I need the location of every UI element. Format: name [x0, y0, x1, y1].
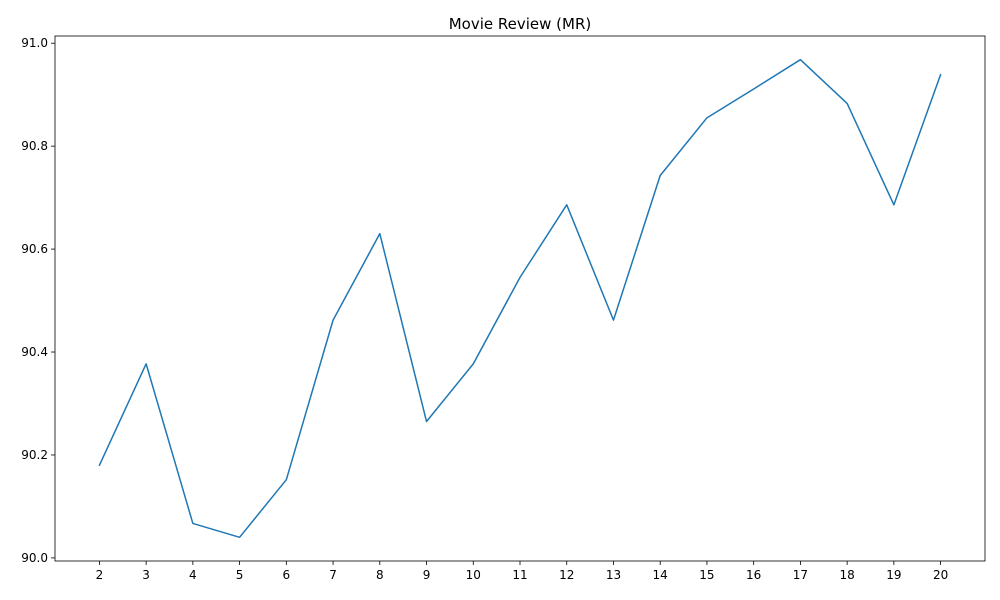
chart-title: Movie Review (MR) [449, 15, 592, 33]
y-axis: 90.0 90.2 90.4 90.6 90.8 91.0 [21, 36, 55, 565]
x-tick-label: 9 [423, 568, 431, 582]
x-tick-label: 3 [142, 568, 150, 582]
series-layer [98, 58, 942, 539]
x-axis: 2 3 4 5 6 7 8 9 10 11 12 13 14 15 16 17 18 19 20 [96, 561, 948, 582]
x-tick-label: 19 [886, 568, 901, 582]
x-tick-label: 12 [559, 568, 574, 582]
y-tick-label: 90.2 [21, 448, 48, 462]
x-tick-label: 18 [839, 568, 854, 582]
y-tick-label: 90.8 [21, 139, 48, 153]
y-tick-label: 91.0 [21, 36, 48, 50]
x-tick-label: 14 [653, 568, 668, 582]
x-tick-label: 17 [793, 568, 808, 582]
x-tick-label: 11 [512, 568, 527, 582]
x-tick-label: 15 [699, 568, 714, 582]
y-tick-label: 90.0 [21, 551, 48, 565]
x-tick-label: 13 [606, 568, 621, 582]
x-tick-label: 10 [466, 568, 481, 582]
plot-frame [54, 35, 986, 562]
x-tick-label: 20 [933, 568, 948, 582]
x-tick-label: 2 [96, 568, 104, 582]
y-tick-label: 90.6 [21, 242, 48, 256]
x-tick-label: 5 [236, 568, 244, 582]
x-tick-label: 7 [329, 568, 337, 582]
x-tick-label: 8 [376, 568, 384, 582]
y-tick-label: 90.4 [21, 345, 48, 359]
series-line [98, 58, 942, 539]
x-tick-label: 16 [746, 568, 761, 582]
x-tick-label: 4 [189, 568, 197, 582]
x-tick-label: 6 [283, 568, 291, 582]
